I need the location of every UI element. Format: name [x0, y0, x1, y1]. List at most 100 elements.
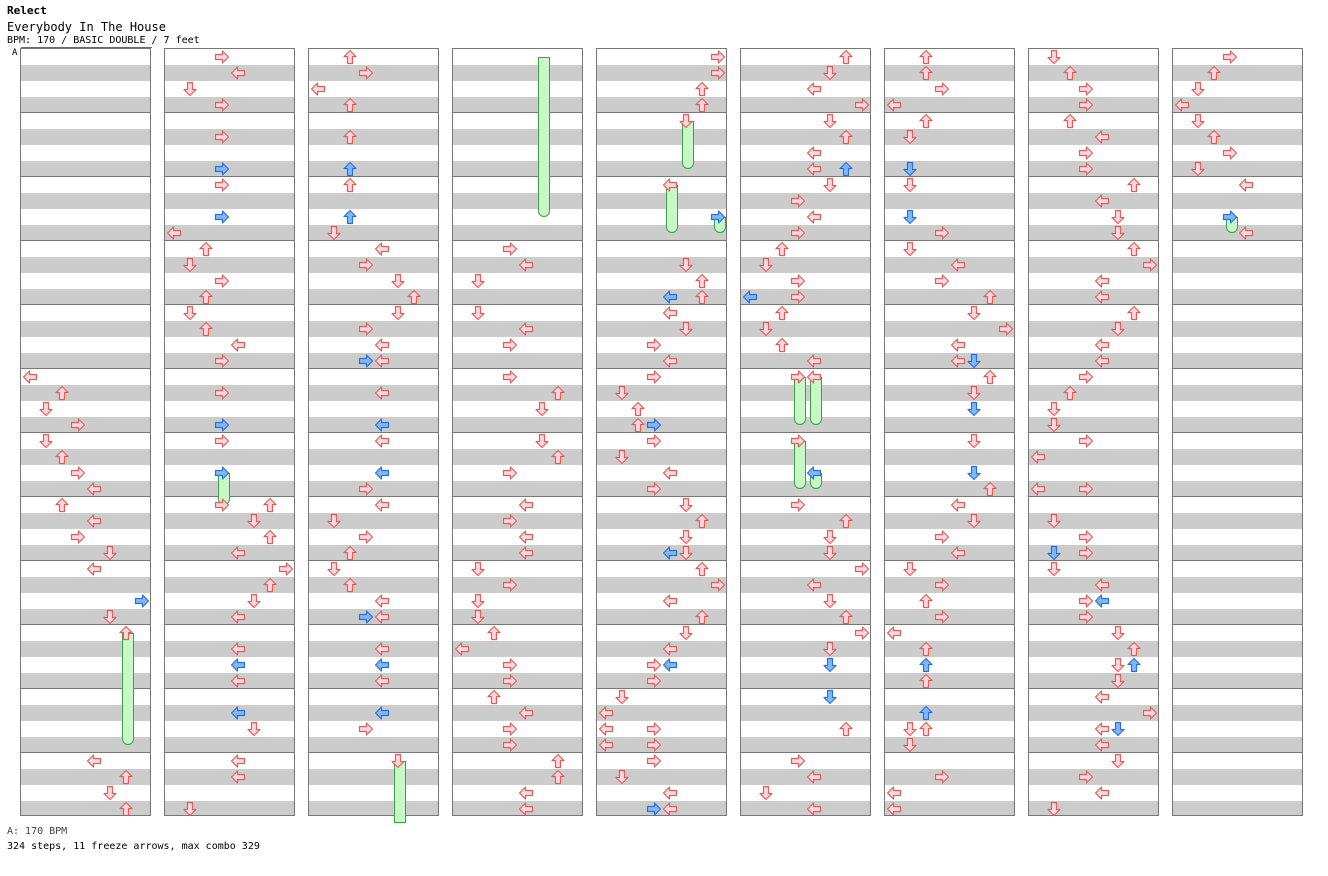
right-arrow-icon — [646, 673, 662, 693]
measure-line — [885, 112, 1014, 113]
measure-line — [1029, 112, 1158, 113]
down-arrow-icon — [614, 769, 630, 789]
up-arrow-icon — [342, 161, 358, 181]
up-arrow-icon — [838, 609, 854, 629]
measure-line — [453, 368, 582, 369]
measure-line — [1173, 176, 1302, 177]
measure-line — [1029, 560, 1158, 561]
left-arrow-icon — [374, 353, 390, 373]
left-arrow-icon — [886, 625, 902, 645]
left-arrow-icon — [230, 65, 246, 85]
up-arrow-icon — [342, 577, 358, 597]
up-arrow-icon — [630, 417, 646, 437]
measure-line — [885, 688, 1014, 689]
measure-line — [885, 496, 1014, 497]
measure-line — [741, 688, 870, 689]
down-arrow-icon — [390, 305, 406, 325]
left-arrow-icon — [1094, 785, 1110, 805]
left-arrow-icon — [374, 385, 390, 405]
left-arrow-icon — [86, 753, 102, 773]
up-arrow-icon — [694, 273, 710, 293]
up-arrow-icon — [838, 161, 854, 181]
measure-line — [885, 304, 1014, 305]
up-arrow-icon — [918, 641, 934, 661]
chart-column — [1028, 48, 1159, 816]
right-arrow-icon — [790, 193, 806, 213]
right-arrow-icon — [934, 609, 950, 629]
chart-column — [740, 48, 871, 816]
down-arrow-icon — [470, 561, 486, 581]
chart-column — [884, 48, 1015, 816]
measure-line — [741, 752, 870, 753]
up-arrow-icon — [918, 673, 934, 693]
measure-line — [597, 176, 726, 177]
left-arrow-icon — [662, 545, 678, 565]
measure-line — [885, 176, 1014, 177]
up-arrow-icon — [342, 49, 358, 69]
measure-line — [1173, 688, 1302, 689]
measure-line — [1029, 304, 1158, 305]
left-arrow-icon — [806, 161, 822, 181]
down-arrow-icon — [326, 513, 342, 533]
right-arrow-icon — [1222, 145, 1238, 165]
left-arrow-icon — [374, 641, 390, 661]
up-arrow-icon — [118, 625, 134, 645]
right-arrow-icon — [710, 209, 726, 229]
left-arrow-icon — [742, 289, 758, 309]
right-arrow-icon — [1078, 97, 1094, 117]
left-arrow-icon — [374, 657, 390, 677]
up-arrow-icon — [54, 385, 70, 405]
measure-line — [453, 176, 582, 177]
right-arrow-icon — [646, 721, 662, 741]
down-arrow-icon — [822, 641, 838, 661]
left-arrow-icon — [806, 369, 822, 389]
up-arrow-icon — [550, 449, 566, 469]
right-arrow-icon — [358, 481, 374, 501]
measure-line — [597, 304, 726, 305]
down-arrow-icon — [182, 257, 198, 277]
left-arrow-icon — [1094, 737, 1110, 757]
up-arrow-icon — [694, 561, 710, 581]
right-arrow-icon — [1078, 433, 1094, 453]
up-arrow-icon — [1126, 241, 1142, 261]
down-arrow-icon — [822, 65, 838, 85]
right-arrow-icon — [214, 433, 230, 453]
left-arrow-icon — [598, 721, 614, 741]
measure-line — [741, 624, 870, 625]
left-arrow-icon — [662, 465, 678, 485]
right-arrow-icon — [646, 481, 662, 501]
measure-line — [309, 112, 438, 113]
measure-line — [453, 112, 582, 113]
left-arrow-icon — [1030, 449, 1046, 469]
measure-line — [165, 368, 294, 369]
down-arrow-icon — [902, 241, 918, 261]
measure-line — [597, 112, 726, 113]
right-arrow-icon — [358, 65, 374, 85]
down-arrow-icon — [326, 225, 342, 245]
chart-column — [1172, 48, 1303, 816]
bpm-summary: A: 170 BPM — [7, 826, 68, 837]
measure-line — [21, 368, 150, 369]
measure-line — [21, 112, 150, 113]
chart-column — [452, 48, 583, 816]
left-arrow-icon — [22, 369, 38, 389]
left-arrow-icon — [806, 145, 822, 165]
measure-line — [165, 176, 294, 177]
down-arrow-icon — [102, 545, 118, 565]
measure-line — [309, 304, 438, 305]
left-arrow-icon — [806, 769, 822, 789]
down-arrow-icon — [758, 321, 774, 341]
left-arrow-icon — [374, 497, 390, 517]
right-arrow-icon — [502, 369, 518, 389]
measure-line — [21, 496, 150, 497]
up-arrow-icon — [630, 401, 646, 421]
up-arrow-icon — [118, 801, 134, 815]
up-arrow-icon — [1062, 385, 1078, 405]
down-arrow-icon — [1046, 545, 1062, 565]
measure-line — [1029, 624, 1158, 625]
measure-line — [1173, 752, 1302, 753]
measure-line — [21, 560, 150, 561]
down-arrow-icon — [1110, 209, 1126, 229]
down-arrow-icon — [822, 593, 838, 613]
up-arrow-icon — [342, 97, 358, 117]
